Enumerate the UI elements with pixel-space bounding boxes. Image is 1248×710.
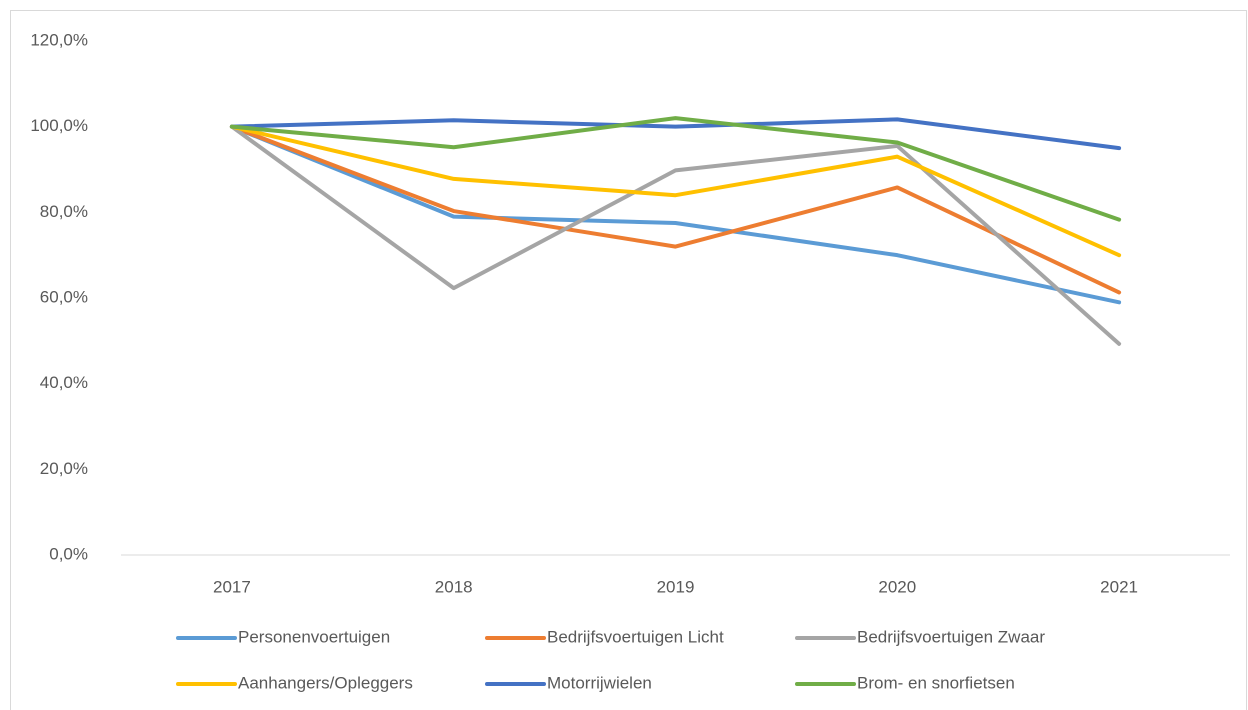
series-line xyxy=(229,124,1122,305)
legend-label: Bedrijfsvoertuigen Zwaar xyxy=(857,627,1045,646)
y-tick-label: 40,0% xyxy=(40,373,88,392)
legend-label: Personenvoertuigen xyxy=(238,627,390,646)
legend-label: Brom- en snorfietsen xyxy=(857,673,1015,692)
y-tick-label: 80,0% xyxy=(40,202,88,221)
series-line xyxy=(229,124,1122,258)
series-line xyxy=(229,116,1122,222)
series-line xyxy=(229,124,1122,295)
series-line xyxy=(229,124,1122,346)
y-tick-label: 20,0% xyxy=(40,459,88,478)
x-tick-label: 2018 xyxy=(435,577,473,596)
y-tick-label: 0,0% xyxy=(49,544,88,563)
x-tick-label: 2021 xyxy=(1100,577,1138,596)
y-tick-label: 120,0% xyxy=(30,30,88,49)
chart-border xyxy=(10,10,1247,710)
legend-label: Bedrijfsvoertuigen Licht xyxy=(547,627,724,646)
y-tick-label: 100,0% xyxy=(30,116,88,135)
legend-label: Aanhangers/Opleggers xyxy=(238,673,413,692)
x-tick-label: 2020 xyxy=(878,577,916,596)
series-line xyxy=(229,117,1122,151)
x-tick-label: 2017 xyxy=(213,577,251,596)
y-tick-label: 60,0% xyxy=(40,287,88,306)
legend-label: Motorrijwielen xyxy=(547,673,652,692)
x-tick-label: 2019 xyxy=(657,577,695,596)
